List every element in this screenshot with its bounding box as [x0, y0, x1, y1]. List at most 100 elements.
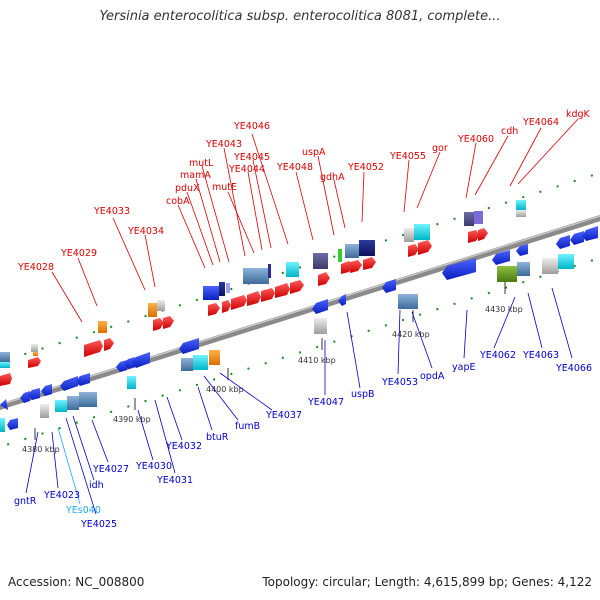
gene-arrow [28, 388, 40, 400]
scale-ticks [34, 282, 506, 440]
gene-label: fumB [235, 421, 260, 432]
gene-label: YE4053 [381, 377, 418, 388]
gene-box [542, 258, 558, 274]
gene-arrow [20, 391, 30, 403]
gene-arrow [84, 340, 103, 357]
gene-box [474, 211, 483, 224]
accession-info: Accession: NC_008800 [8, 575, 145, 589]
gene-label: YE4064 [522, 117, 559, 128]
reverse-strand-features [0, 226, 598, 432]
scale-labels: 4380 kbp 4390 kbp 4400 kbp 4410 kbp 4420… [22, 305, 523, 454]
gene-box [314, 318, 327, 334]
gene-box [0, 418, 5, 432]
gene-label: YE4052 [347, 162, 384, 173]
gene-label: YE4044 [228, 164, 265, 175]
gene-box [0, 362, 10, 368]
gene-label: pduX [175, 183, 200, 194]
gene-box [67, 396, 79, 410]
gene-arrow [132, 352, 150, 368]
gene-box [40, 404, 49, 418]
gene-box [516, 210, 526, 217]
gene-label: YE4062 [479, 350, 516, 361]
gene-arrow [153, 318, 164, 331]
gene-box [31, 344, 38, 352]
gene-box [243, 268, 269, 284]
gene-box [268, 264, 271, 278]
gene-arrow [312, 299, 328, 314]
gene-box [33, 352, 38, 356]
gene-label: gdhA [320, 172, 345, 183]
scale-label: 4420 kbp [392, 330, 430, 339]
gene-label: YE4055 [389, 151, 426, 162]
gene-box [558, 254, 574, 269]
gene-arrow [28, 357, 41, 368]
gene-arrow [382, 279, 396, 293]
gene-arrow [208, 303, 220, 316]
gene-arrow [7, 418, 18, 430]
gene-arrow [478, 228, 488, 241]
forward-strand-features [0, 200, 526, 386]
gene-box [338, 249, 342, 262]
gene-box [497, 266, 517, 282]
gene-label: YE4032 [165, 441, 202, 452]
gene-box [414, 224, 430, 240]
gene-arrow [318, 272, 330, 286]
gene-arrow [222, 300, 231, 313]
gene-label: YE4063 [522, 350, 559, 361]
gene-label: yapE [452, 362, 475, 373]
map-title: Yersinia enterocolitica subsp. enterocol… [99, 9, 501, 24]
gene-box [286, 262, 299, 277]
gene-arrow [516, 244, 528, 256]
gene-label: YE4048 [276, 162, 313, 173]
gene-arrow [442, 258, 476, 280]
gene-label: mutE [212, 182, 237, 193]
gene-box [193, 355, 208, 370]
gene-label: gntR [14, 496, 37, 507]
gene-label: YE4029 [60, 248, 97, 259]
gene-box [313, 253, 328, 269]
scale-label: 4380 kbp [22, 445, 60, 454]
gene-box [516, 200, 526, 210]
gene-arrow [0, 373, 12, 386]
gene-label: cdh [501, 126, 518, 137]
gene-label: YE4025 [80, 519, 117, 530]
forward-leader-lines [51, 118, 579, 323]
gene-label: YE4043 [205, 139, 242, 150]
gene-box [181, 358, 193, 371]
gene-arrow [570, 231, 584, 245]
gene-arrow [0, 399, 8, 410]
gene-box [219, 282, 225, 296]
gene-arrow [492, 250, 510, 265]
forward-gene-labels: YE4028 YE4029 YE4033 YE4034 cobA pduX ma… [17, 109, 591, 273]
gene-label: YE4066 [555, 363, 592, 374]
gene-arrow [104, 338, 114, 351]
gene-label: mutL [189, 158, 214, 169]
gene-box [226, 283, 230, 293]
gene-arrow [116, 360, 127, 372]
gene-arrow [350, 260, 362, 273]
scale-label: 4400 kbp [206, 385, 244, 394]
gene-arrow [124, 357, 135, 369]
reverse-gene-labels: gntR YE4023 YEs040 YE4025 idh YE4027 YE4… [14, 350, 592, 530]
gene-box [359, 240, 375, 256]
gene-arrow [179, 338, 199, 354]
scale-label: 4390 kbp [113, 415, 151, 424]
gene-arrow [41, 384, 52, 396]
gene-label: YE4031 [156, 475, 193, 486]
gene-arrow [418, 240, 432, 255]
gene-arrow [408, 244, 419, 257]
gene-box [0, 352, 10, 362]
gene-label: btuR [206, 432, 229, 443]
gene-label: idh [89, 480, 104, 491]
gene-box [79, 392, 97, 407]
gene-arrow [582, 226, 598, 241]
gene-label: YE4034 [127, 226, 164, 237]
gene-arrow [231, 295, 247, 310]
gene-arrow [76, 373, 90, 386]
gene-box [345, 244, 359, 258]
gene-box [209, 350, 220, 365]
gene-arrow [556, 235, 570, 249]
gene-label: YE4045 [233, 152, 270, 163]
gene-label: cobA [166, 196, 190, 207]
